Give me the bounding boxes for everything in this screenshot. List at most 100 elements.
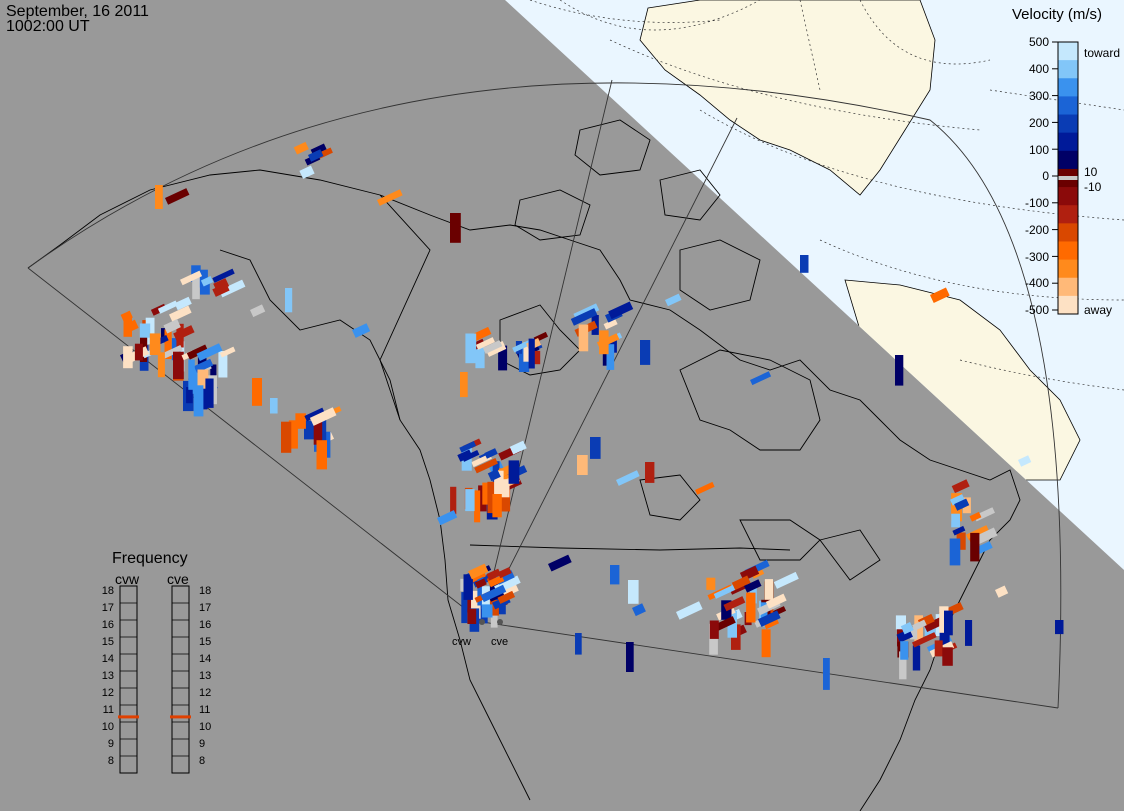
backscatter-cell [800,255,809,273]
backscatter-cell [727,610,737,638]
frequency-scale-label: 18 [101,585,114,597]
colorbar-title: Velocity (m/s) [1012,6,1103,23]
backscatter-cell [942,647,953,666]
colorbar-segment [1058,132,1078,152]
backscatter-cell [494,470,504,497]
backscatter-cell [895,615,906,630]
backscatter-cell [548,554,572,572]
backscatter-cell [308,149,324,162]
colorbar-tick: 500 [1028,35,1049,49]
backscatter-cell [632,603,646,617]
backscatter-cell [628,580,639,604]
backscatter-cell [163,319,181,334]
backscatter-cell [252,378,262,406]
backscatter-cell [212,282,230,297]
backscatter-cell [1018,455,1032,467]
backscatter-cell [351,323,371,338]
backscatter-cell [508,460,520,484]
backscatter-cell [765,593,787,609]
backscatter-cell [465,489,475,512]
backscatter-cell [270,398,278,414]
backscatter-cell [313,416,323,445]
colorbar-tick: 0 [1042,169,1049,183]
backscatter-cell [299,165,315,179]
backscatter-cell [295,413,306,429]
backscatter-cell [186,344,209,360]
backscatter-cell [626,642,634,672]
backscatter-cell [939,624,950,651]
backscatter-cell [482,340,503,354]
backscatter-cell [912,619,927,631]
backscatter-cell [750,371,772,386]
backscatter-cell [645,462,655,483]
away-label: away [1084,303,1113,317]
backscatter-cell [304,407,325,422]
backscatter-cell [173,351,184,379]
colorbar-tick: 200 [1028,116,1049,130]
backscatter-cell [488,575,505,588]
backscatter-cell [219,346,236,358]
colorbar-inner-tick: 10 [1084,165,1098,179]
backscatter-cell [468,563,489,580]
backscatter-cell [460,372,468,398]
backscatter-cell [464,594,471,613]
frequency-scale-label: 13 [101,670,114,682]
backscatter-cell [706,577,716,590]
colorbar-segment [1058,114,1078,134]
backscatter-cell [192,274,200,300]
time-label: 1002:00 UT [6,18,90,35]
backscatter-cell [281,421,292,453]
backscatter-cell [463,574,473,600]
backscatter-cell [523,342,532,362]
frequency-scale-label: 17 [101,602,114,614]
frequency-scale-label: 14 [101,653,114,665]
frequency-scale-label: 11 [199,704,211,716]
backscatter-cell [316,440,327,470]
backscatter-cell [615,470,640,486]
backscatter-cell [486,568,502,582]
backscatter-cell [709,623,718,655]
backscatter-cell [577,455,588,475]
backscatter-cell [665,293,682,307]
frequency-indicator [170,715,191,719]
backscatter-cell [157,300,178,314]
backscatter-cell [509,440,527,455]
backscatter-cell [459,440,477,453]
colorbar-segment [1058,187,1078,206]
velocity-colorbar [1052,41,1078,315]
backscatter-cell [761,629,771,658]
backscatter-cell [467,608,477,624]
backscatter-cell [578,324,589,352]
backscatter-cell [481,604,493,618]
frequency-indicator [118,715,139,719]
backscatter-cell [731,575,751,591]
colorbar-tick: 100 [1028,143,1049,157]
backscatter-cell [450,486,457,515]
backscatter-cell [956,532,966,550]
radar-sites [479,619,503,625]
backscatter-cell [180,270,203,286]
backscatter-cell [155,185,163,209]
backscatter-cell [497,567,512,579]
site-cvw-label: cvw [452,636,471,648]
backscatter-cell [196,343,223,362]
backscatter-cell [250,304,266,318]
backscatter-cell [480,584,507,603]
backscatter-cell [713,584,737,599]
date-label: September, 16 2011 [6,3,149,20]
backscatter-cell [603,318,618,330]
colorbar-tick: -400 [1024,276,1049,290]
frequency-scale-label: 8 [199,755,206,767]
backscatter-cell [193,358,214,373]
frequency-scale-label: 13 [199,670,212,682]
backscatter-cell [531,350,541,365]
colorbar-segment [1058,277,1078,297]
colorbar-segment [1058,259,1078,279]
backscatter-cell [970,532,980,562]
backscatter-cell [912,632,937,648]
backscatter-cell [952,525,966,536]
backscatter-cell [461,592,468,624]
backscatter-cell [124,319,139,333]
colorbar-tick: 300 [1028,89,1049,103]
backscatter-cell [285,288,293,313]
